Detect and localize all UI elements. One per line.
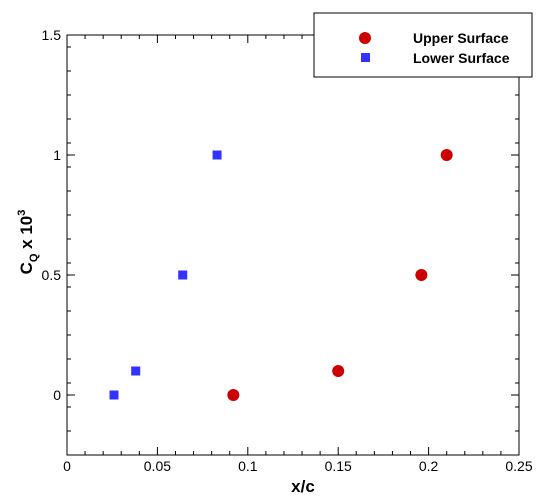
x-tick-label: 0.2	[419, 458, 439, 474]
y-tick-label: 0.5	[42, 267, 62, 283]
tick-labels: 0 0.05 0.1 0.15 0.2 0.25 0 0.5 1 1.5	[42, 27, 533, 474]
upper-surface-point	[415, 269, 428, 281]
y-axis-title-main: C	[17, 262, 36, 274]
ticks	[66, 34, 520, 456]
lower-surface-point	[178, 270, 188, 280]
upper-surface-point	[227, 389, 240, 401]
lower-surface-point	[131, 366, 141, 376]
markers	[109, 149, 453, 401]
y-tick-label: 0	[53, 387, 61, 403]
y-tick-label: 1.5	[42, 27, 62, 43]
x-tick-label: 0.05	[144, 458, 171, 474]
y-axis-title-sup: 3	[16, 210, 28, 216]
y-axis-title-sub: Q	[28, 253, 40, 262]
x-tick-label: 0	[63, 458, 71, 474]
y-axis-title: CQ x 103	[16, 210, 40, 275]
legend-marker-upper-surface	[359, 32, 371, 44]
legend: Upper Surface Lower Surface	[313, 12, 533, 78]
y-axis-title-rest: x 10	[17, 216, 36, 254]
lower-surface-point	[109, 390, 119, 400]
legend-label-lower-surface: Lower Surface	[413, 50, 510, 66]
upper-surface-point	[332, 365, 345, 377]
lower-surface-point	[212, 150, 222, 160]
legend-label-upper-surface: Upper Surface	[413, 30, 509, 46]
x-axis-title: x/c	[291, 477, 315, 496]
x-tick-label: 0.1	[238, 458, 258, 474]
legend-marker-lower-surface	[361, 53, 370, 62]
upper-surface-point	[440, 149, 453, 161]
plot-frame	[66, 34, 520, 456]
y-tick-label: 1	[53, 147, 61, 163]
legend-box	[313, 12, 533, 78]
x-tick-label: 0.15	[325, 458, 352, 474]
x-tick-label: 0.25	[505, 458, 532, 474]
